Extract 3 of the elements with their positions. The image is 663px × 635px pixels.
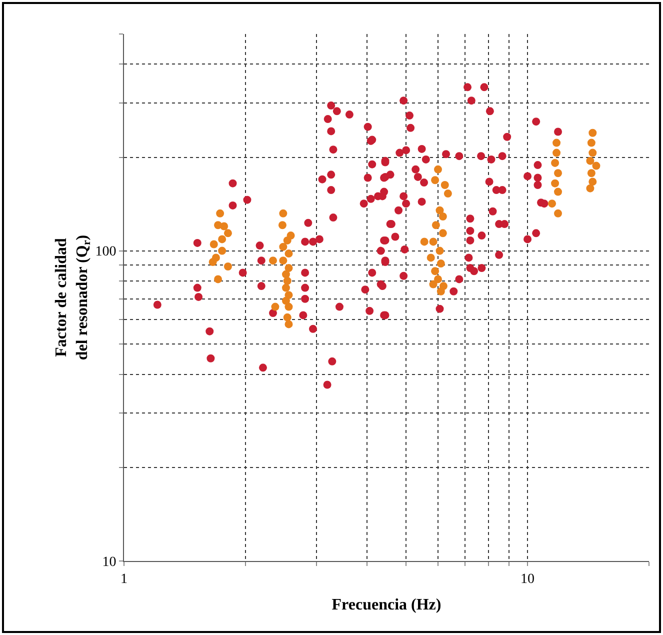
x-tick-label: 1 [120,572,128,587]
y-tick-label: 100 [95,244,116,260]
x-axis-title: Frecuencia (Hz) [332,596,442,614]
